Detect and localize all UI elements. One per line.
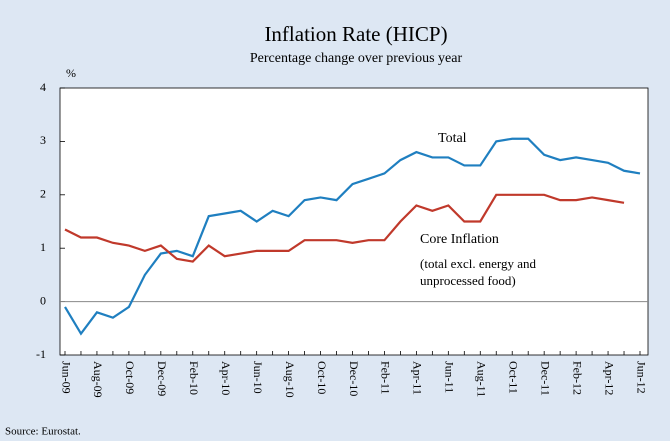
x-tick-label: Feb-10 bbox=[187, 361, 201, 395]
x-tick-label: Aug-09 bbox=[91, 361, 105, 398]
x-tick-label: Oct-11 bbox=[506, 361, 520, 394]
line bbox=[64, 193, 625, 263]
y-unit: % bbox=[66, 66, 76, 80]
x-tick-label: Oct-10 bbox=[315, 361, 329, 394]
x-tick-label: Feb-11 bbox=[379, 361, 393, 395]
annotation: Core Inflation bbox=[420, 232, 499, 247]
x-tick-label: Aug-11 bbox=[475, 361, 489, 397]
x-tick-label: Dec-11 bbox=[538, 361, 552, 396]
annotation: (total excl. energy and bbox=[420, 256, 536, 271]
annotation: Total bbox=[438, 131, 467, 146]
x-tick-label: Jun-12 bbox=[634, 361, 648, 394]
chart-subtitle: Percentage change over previous year bbox=[250, 51, 463, 66]
x-tick-label: Dec-09 bbox=[155, 361, 169, 396]
source: Source: Eurostat. bbox=[5, 426, 81, 438]
x-tick-label: Apr-11 bbox=[411, 361, 425, 395]
x-tick-label: Apr-10 bbox=[219, 361, 233, 395]
y-tick-label: 1 bbox=[40, 240, 46, 254]
chart-title: Inflation Rate (HICP) bbox=[264, 22, 447, 46]
x-tick-label: Oct-09 bbox=[123, 361, 137, 394]
line bbox=[64, 137, 641, 336]
y-tick-label: 0 bbox=[40, 293, 46, 307]
y-tick-label: 2 bbox=[40, 187, 46, 201]
x-tick-label: Dec-10 bbox=[347, 361, 361, 396]
x-tick-label: Feb-12 bbox=[570, 361, 584, 395]
x-tick-label: Jun-11 bbox=[443, 361, 457, 393]
x-tick-label: Jun-10 bbox=[251, 361, 265, 394]
annotation: unprocessed food) bbox=[420, 273, 516, 288]
y-tick-label: 3 bbox=[40, 133, 46, 147]
y-tick-label: 4 bbox=[40, 80, 46, 94]
x-tick-label: Apr-12 bbox=[602, 361, 616, 395]
y-tick-label: -1 bbox=[36, 347, 46, 361]
x-tick-label: Jun-09 bbox=[59, 361, 73, 394]
plot-area bbox=[59, 87, 649, 356]
x-tick-label: Aug-10 bbox=[283, 361, 297, 398]
